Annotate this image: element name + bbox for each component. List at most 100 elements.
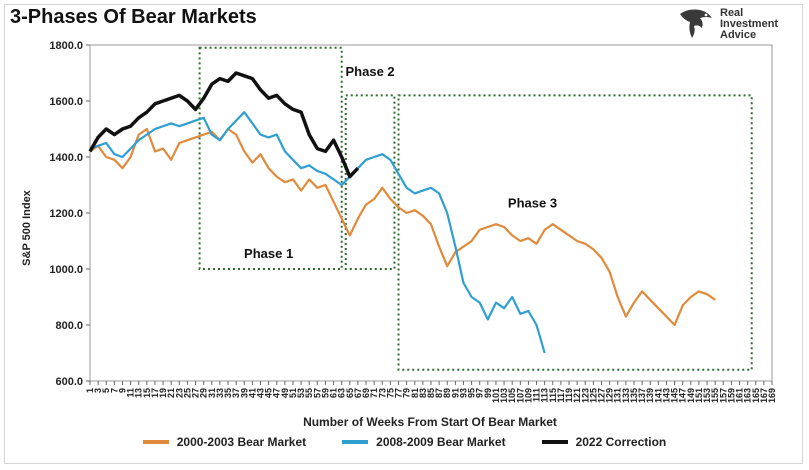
x-tick-label: 159 <box>726 388 736 403</box>
x-tick-label: 127 <box>597 388 607 403</box>
x-tick-label: 59 <box>320 388 330 398</box>
legend-item: 2022 Correction <box>541 435 667 449</box>
x-tick-label: 89 <box>442 388 452 398</box>
x-tick-label: 83 <box>418 388 428 398</box>
x-tick-label: 147 <box>678 388 688 403</box>
legend-item: 2000-2003 Bear Market <box>142 435 306 449</box>
phase-label: Phase 1 <box>244 246 293 261</box>
x-tick-label: 131 <box>613 388 623 403</box>
x-tick-label: 67 <box>353 388 363 398</box>
x-tick-label: 81 <box>410 388 420 398</box>
x-tick-label: 125 <box>588 388 598 403</box>
x-tick-label: 51 <box>288 388 298 398</box>
x-tick-label: 17 <box>150 388 160 398</box>
series-line <box>88 71 360 179</box>
phase-box <box>397 94 753 371</box>
x-tick-label: 149 <box>686 388 696 403</box>
x-tick-label: 123 <box>580 388 590 403</box>
x-tick-label: 47 <box>272 388 282 398</box>
x-tick-label: 79 <box>402 388 412 398</box>
x-tick-label: 119 <box>564 388 574 403</box>
y-tick-label: 800.0 <box>55 320 83 332</box>
x-tick-label: 15 <box>142 388 152 398</box>
series-line <box>89 127 716 327</box>
y-tick-label: 1000.0 <box>49 264 83 276</box>
x-tick-label: 137 <box>637 388 647 403</box>
x-tick-label: 97 <box>475 388 485 398</box>
x-tick-label: 25 <box>182 388 192 398</box>
x-tick-label: 69 <box>361 388 371 398</box>
x-tick-label: 75 <box>385 388 395 398</box>
x-tick-label: 55 <box>304 388 314 398</box>
page-title: 3-Phases Of Bear Markets <box>10 6 257 28</box>
legend-label: 2022 Correction <box>575 435 667 449</box>
x-tick-label: 63 <box>337 388 347 398</box>
series-line <box>89 111 546 354</box>
legend-label: 2008-2009 Bear Market <box>376 435 506 449</box>
x-tick-label: 41 <box>247 388 257 398</box>
x-tick-label: 161 <box>735 388 745 403</box>
x-tick-label: 37 <box>231 388 241 398</box>
x-tick-label: 49 <box>280 388 290 398</box>
x-tick-label: 43 <box>256 388 266 398</box>
x-tick-label: 87 <box>434 388 444 398</box>
brand-line2: Investment <box>720 18 779 30</box>
x-tick-label: 1 <box>85 388 95 393</box>
legend-item: 2008-2009 Bear Market <box>342 435 506 449</box>
brand-logo: Real Investment Advice <box>678 6 798 46</box>
x-tick-label: 139 <box>645 388 655 403</box>
x-tick-label: 157 <box>718 388 728 403</box>
x-tick-label: 105 <box>507 388 517 403</box>
x-tick-label: 65 <box>345 388 355 398</box>
x-tick-label: 101 <box>491 388 501 403</box>
x-tick-label: 21 <box>166 388 176 398</box>
x-tick-label: 53 <box>296 388 306 398</box>
x-tick-label: 31 <box>207 388 217 398</box>
chart-legend: 2000-2003 Bear Market 2008-2009 Bear Mark… <box>0 435 809 449</box>
x-tick-label: 77 <box>394 388 404 398</box>
y-tick-label: 1600.0 <box>49 96 83 108</box>
x-tick-label: 91 <box>450 388 460 398</box>
x-tick-label: 107 <box>515 388 525 403</box>
x-tick-label: 169 <box>767 388 777 403</box>
x-tick-label: 85 <box>426 388 436 398</box>
x-tick-label: 121 <box>572 388 582 403</box>
x-tick-label: 19 <box>158 388 168 398</box>
x-tick-label: 23 <box>174 388 184 398</box>
brand-text: Real Investment Advice <box>720 8 778 41</box>
chart-axes: 600.0 800.0 1000.0 1200.0 1400.0 1600.0 1800.0… <box>49 40 777 403</box>
legend-swatch <box>142 440 169 444</box>
chart-series <box>88 71 716 354</box>
x-tick-label: 27 <box>191 388 201 398</box>
phase-label: Phase 3 <box>508 195 557 210</box>
x-tick-label: 73 <box>377 388 387 398</box>
x-tick-label: 57 <box>312 388 322 398</box>
x-tick-label: 133 <box>621 388 631 403</box>
x-tick-label: 165 <box>751 388 761 403</box>
phase-box <box>198 46 343 270</box>
phase-boxes: Phase 1 Phase 2 Phase 3 <box>198 46 753 371</box>
brand-line1: Real <box>720 7 744 19</box>
x-tick-label: 61 <box>329 388 339 398</box>
brand-line3: Advice <box>720 29 757 41</box>
eagle-icon <box>680 9 712 38</box>
x-tick-label: 109 <box>523 388 533 403</box>
x-tick-label: 155 <box>710 388 720 403</box>
x-tick-label: 153 <box>702 388 712 403</box>
x-tick-label: 129 <box>605 388 615 403</box>
x-tick-label: 103 <box>499 388 509 403</box>
x-tick-label: 35 <box>223 388 233 398</box>
x-tick-label: 7 <box>109 388 119 393</box>
y-tick-label: 1400.0 <box>49 152 83 164</box>
y-axis-label: S&P 500 Index <box>21 189 33 265</box>
x-tick-label: 11 <box>126 388 136 398</box>
x-tick-label: 95 <box>467 388 477 398</box>
phase-label: Phase 2 <box>346 64 395 79</box>
chart-frame <box>4 4 803 464</box>
x-tick-label: 143 <box>661 388 671 403</box>
y-tick-label: 1800.0 <box>49 40 83 52</box>
x-tick-label: 39 <box>239 388 249 398</box>
x-tick-label: 99 <box>483 388 493 398</box>
x-tick-label: 151 <box>694 388 704 403</box>
